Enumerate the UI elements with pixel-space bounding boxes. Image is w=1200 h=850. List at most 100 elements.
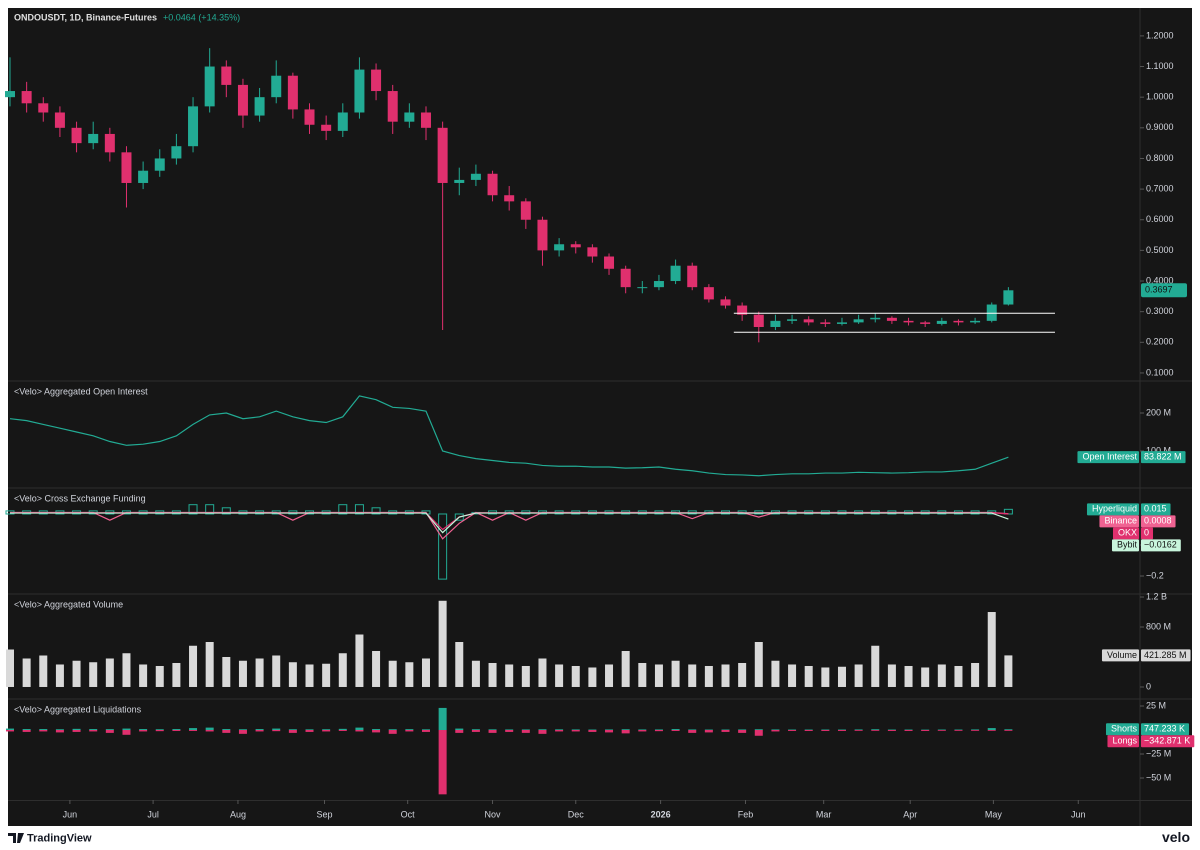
- bar: [555, 729, 564, 731]
- bar: [671, 729, 680, 731]
- bar: [39, 730, 48, 732]
- bar: [471, 729, 480, 731]
- change: +0.0464 (+14.35%): [163, 12, 240, 22]
- y-tick-label: 1.1000: [1146, 61, 1174, 71]
- candle-body: [703, 287, 714, 300]
- bar: [654, 729, 663, 731]
- candle-body: [836, 322, 847, 324]
- bar: [871, 730, 880, 731]
- bar: [72, 730, 81, 732]
- bar: [704, 665, 713, 687]
- bar: [189, 728, 198, 731]
- bar: [837, 729, 846, 731]
- pane-title: <Velo> Aggregated Liquidations: [14, 704, 142, 714]
- pane-title: <Velo> Aggregated Volume: [14, 599, 123, 609]
- bar: [421, 730, 430, 732]
- bar: [904, 729, 913, 731]
- bar: [255, 658, 264, 687]
- bar: [721, 730, 730, 732]
- bar: [871, 729, 880, 731]
- bar: [688, 729, 697, 731]
- bar: [954, 665, 963, 687]
- bar: [455, 642, 464, 687]
- candle-body: [237, 84, 248, 116]
- candle-body: [387, 91, 398, 122]
- tradingview-logo: TradingView: [8, 832, 92, 844]
- candle-body: [121, 152, 132, 183]
- price-label: 0.3697: [1145, 285, 1173, 295]
- bar: [72, 660, 81, 687]
- bar: [172, 730, 181, 731]
- bar: [388, 660, 397, 687]
- y-tick-label: 1.0000: [1146, 92, 1174, 102]
- candle-body: [437, 127, 448, 183]
- bar: [488, 729, 497, 731]
- bar: [371, 507, 381, 515]
- candle-body: [953, 320, 964, 323]
- bar: [738, 729, 747, 731]
- candle-body: [337, 112, 348, 131]
- candle-body: [687, 265, 698, 288]
- bar: [871, 645, 880, 687]
- value-label: 0.015: [1144, 504, 1167, 514]
- bar: [122, 653, 131, 687]
- bar: [39, 655, 48, 687]
- bar: [272, 728, 281, 731]
- x-tick-label: Oct: [401, 809, 416, 819]
- bar: [455, 728, 464, 731]
- candle-body: [71, 127, 82, 144]
- bar: [455, 730, 464, 733]
- candle-body: [520, 201, 531, 220]
- bar: [788, 729, 797, 731]
- bar: [971, 730, 980, 731]
- bar: [338, 504, 348, 515]
- value-label-box: [1141, 539, 1181, 552]
- bar: [821, 729, 830, 731]
- bar: [754, 730, 763, 736]
- x-tick-label: Mar: [816, 809, 832, 819]
- bar: [904, 730, 913, 731]
- bar: [189, 645, 198, 687]
- bar: [921, 730, 930, 731]
- bar: [5, 649, 14, 687]
- legend-box: [1111, 539, 1139, 552]
- bar: [937, 664, 946, 687]
- pane-title: <Velo> Aggregated Open Interest: [14, 386, 148, 396]
- bar: [887, 729, 896, 731]
- bar: [454, 513, 464, 521]
- bar: [222, 729, 231, 731]
- bar: [55, 729, 64, 731]
- candle-body: [204, 66, 215, 107]
- bar: [139, 729, 148, 731]
- y-tick-label: 1.2 B: [1146, 591, 1167, 601]
- bar: [521, 730, 530, 733]
- bar: [105, 730, 114, 733]
- bar: [372, 730, 381, 733]
- y-tick-label: 0.2000: [1146, 337, 1174, 347]
- bar: [238, 660, 247, 687]
- bar: [405, 662, 414, 687]
- legend-label: Bybit: [1117, 540, 1138, 550]
- value-label: 747.233 K: [1144, 724, 1185, 734]
- bar: [438, 513, 448, 580]
- bar: [322, 729, 331, 731]
- candle-body: [936, 320, 947, 324]
- bar: [122, 728, 131, 731]
- bar: [388, 730, 397, 734]
- x-tick-label: Nov: [485, 809, 502, 819]
- bar: [272, 655, 281, 687]
- candle-body: [420, 112, 431, 128]
- bar: [255, 730, 264, 732]
- value-label-box: [1141, 649, 1191, 662]
- bar: [172, 662, 181, 687]
- legend-label: Shorts: [1111, 724, 1138, 734]
- bar: [288, 729, 297, 731]
- candle-body: [853, 319, 864, 323]
- x-tick-label: Sep: [316, 809, 332, 819]
- legend-box: [1105, 723, 1139, 736]
- x-tick-label: Feb: [738, 809, 754, 819]
- bar: [89, 729, 98, 731]
- value-label-box: [1141, 503, 1171, 516]
- candle-body: [670, 265, 681, 282]
- bar: [887, 664, 896, 687]
